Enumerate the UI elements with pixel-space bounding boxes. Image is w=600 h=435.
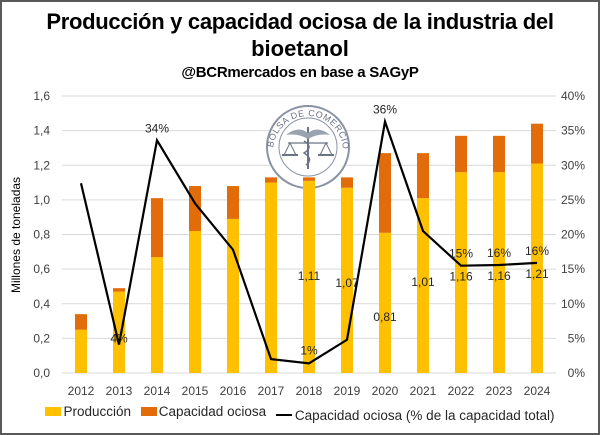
y-tick-label: 1,6 (33, 89, 50, 103)
x-tick-label: 2018 (296, 384, 323, 398)
legend-swatch-produccion (45, 407, 62, 416)
data-label-pct: 1% (300, 343, 318, 357)
y2-tick-label: 30% (561, 158, 585, 172)
x-tick-label: 2014 (144, 384, 171, 398)
chart-title-line1: Producción y capacidad ociosa de la indu… (46, 9, 554, 34)
x-tick-label: 2021 (410, 384, 437, 398)
bar-capacidad-ociosa (379, 153, 391, 233)
data-label-produccion: 1,07 (335, 276, 359, 290)
x-tick-label: 2020 (372, 384, 399, 398)
legend-label: Capacidad ociosa (% de la capacidad tota… (294, 407, 555, 423)
legend-item-produccion: Producción (45, 404, 131, 419)
y-tick-label: 0,0 (33, 366, 50, 380)
data-label-produccion: 1,21 (525, 267, 549, 281)
chart-subtitle: @BCRmercados en base a SAGyP (181, 64, 419, 81)
y2-tick-label: 35% (561, 124, 585, 138)
data-label-produccion: 1,01 (411, 275, 435, 289)
bar-produccion (227, 218, 239, 373)
bar-produccion (379, 232, 391, 373)
bar-capacidad-ociosa (417, 153, 429, 199)
data-label-pct: 34% (145, 121, 169, 135)
data-label-produccion: 1,11 (298, 269, 321, 283)
bar-capacidad-ociosa (265, 177, 277, 183)
data-label-produccion: 1,16 (449, 270, 473, 284)
line-series (79, 117, 538, 365)
bar-capacidad-ociosa (113, 288, 125, 292)
bar-capacidad-ociosa (455, 135, 467, 173)
bars (75, 123, 543, 373)
watermark-seal: BOLSA DE COMERCIO DE ROSARIO (0, 0, 351, 189)
bar-capacidad-ociosa (227, 186, 239, 219)
bar-produccion (531, 163, 543, 373)
data-labels: 1,11 1,07 0,81 1,01 1,16 1,16 1,21 4% 34% 1% 36% 15… (110, 103, 549, 358)
bar-capacidad-ociosa (303, 177, 315, 181)
legend-item-capacidad-ociosa: Capacidad ociosa (140, 404, 267, 419)
bar-produccion (303, 180, 315, 373)
x-tick-label: 2023 (486, 384, 513, 398)
x-tick-label: 2012 (68, 384, 95, 398)
data-label-pct: 4% (110, 332, 128, 346)
snake-icon (302, 140, 311, 166)
bar-produccion (113, 291, 125, 373)
axes: 0,0 0,2 0,4 0,6 0,8 1,0 1,2 1,4 1,6 0% 5% 10% 15% 20%… (33, 89, 585, 398)
bar-produccion (417, 198, 429, 373)
y-tick-label: 0,2 (33, 331, 50, 345)
y-tick-label: 0,8 (33, 228, 50, 242)
y-tick-label: 1,4 (33, 124, 50, 138)
data-label-pct: 15% (449, 247, 473, 261)
x-tick-label: 2024 (524, 384, 551, 398)
x-tick-label: 2017 (258, 384, 285, 398)
bar-capacidad-ociosa (341, 177, 353, 188)
y2-tick-label: 10% (561, 297, 585, 311)
legend-line-swatch (275, 414, 292, 416)
bar-capacidad-ociosa (531, 123, 543, 164)
x-tick-label: 2015 (182, 384, 209, 398)
y2-tick-label: 20% (561, 228, 585, 242)
seal-inner-ring (278, 117, 338, 177)
legend-label: Producción (63, 404, 131, 419)
bar-produccion (493, 172, 505, 373)
bar-produccion (189, 231, 201, 373)
y2-tick-label: 5% (568, 331, 586, 345)
bar-produccion (455, 172, 467, 373)
bar-produccion (151, 257, 163, 373)
y2-tick-label: 25% (561, 193, 585, 207)
bar-capacidad-ociosa (75, 314, 87, 330)
data-label-pct: 16% (487, 246, 511, 260)
bar-capacidad-ociosa (151, 198, 163, 258)
x-tick-label: 2019 (334, 384, 361, 398)
bar-produccion (265, 182, 277, 373)
bar-produccion (75, 329, 87, 373)
x-tick-label: 2022 (448, 384, 475, 398)
data-label-pct: 16% (525, 244, 549, 258)
legend: Producción Capacidad ociosa Capacidad oc… (0, 404, 600, 423)
data-label-produccion: 0,81 (373, 310, 397, 324)
legend-item-capacidad-ociosa-pct: Capacidad ociosa (% de la capacidad tota… (275, 407, 555, 423)
legend-swatch-capacidad-ociosa (140, 407, 157, 416)
y2-tick-label: 40% (561, 89, 585, 103)
x-tick-label: 2016 (220, 384, 247, 398)
data-label-pct: 36% (373, 103, 397, 117)
y-tick-label: 0,4 (33, 297, 50, 311)
y-tick-label: 1,0 (33, 193, 50, 207)
y2-tick-label: 0% (568, 366, 586, 380)
data-label-produccion: 1,16 (487, 269, 511, 283)
bar-capacidad-ociosa (493, 135, 505, 173)
chart-title-line2: bioetanol (251, 36, 349, 61)
y-axis-title: Millones de toneladas (9, 177, 23, 293)
wings-icon (286, 129, 330, 139)
y-tick-label: 0,6 (33, 262, 50, 276)
legend-label: Capacidad ociosa (158, 404, 267, 419)
x-tick-label: 2013 (106, 384, 133, 398)
y2-tick-label: 15% (561, 262, 585, 276)
y-tick-label: 1,2 (33, 158, 50, 172)
